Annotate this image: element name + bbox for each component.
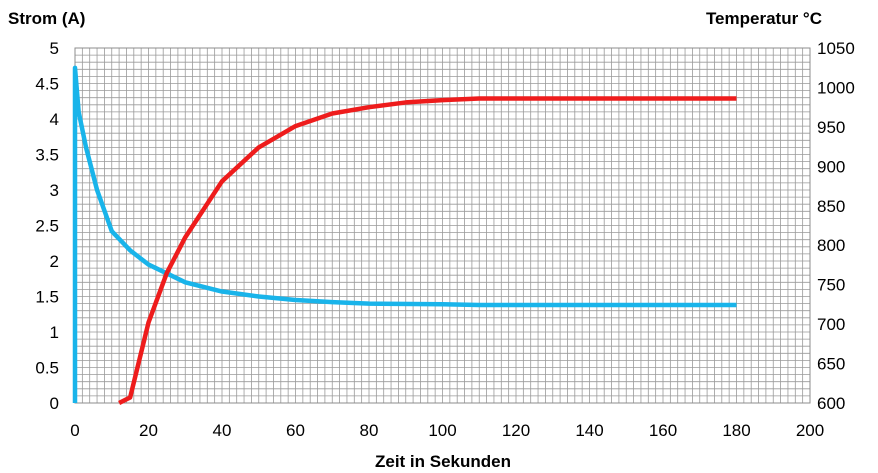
y-left-tick-label: 0 bbox=[50, 394, 59, 413]
y-left-tick-label: 3.5 bbox=[35, 146, 59, 165]
y-left-tick-label: 4 bbox=[50, 110, 59, 129]
y-right-tick-label: 700 bbox=[817, 315, 845, 334]
x-tick-label: 0 bbox=[70, 421, 79, 440]
x-tick-label: 160 bbox=[649, 421, 677, 440]
x-tick-label: 200 bbox=[796, 421, 824, 440]
y-left-axis-title: Strom (A) bbox=[8, 9, 85, 28]
y-left-tick-label: 0.5 bbox=[35, 359, 59, 378]
y-right-tick-label: 650 bbox=[817, 355, 845, 374]
x-tick-label: 40 bbox=[213, 421, 232, 440]
y-right-tick-label: 600 bbox=[817, 394, 845, 413]
x-tick-label: 120 bbox=[502, 421, 530, 440]
y-right-tick-label: 800 bbox=[817, 236, 845, 255]
x-tick-label: 140 bbox=[575, 421, 603, 440]
y-left-tick-label: 1.5 bbox=[35, 288, 59, 307]
x-tick-label: 60 bbox=[286, 421, 305, 440]
y-left-tick-label: 3 bbox=[50, 181, 59, 200]
y-right-tick-labels: 600 650 700 750 800 850 900 950 1000 1050 bbox=[817, 39, 855, 413]
x-axis-title: Zeit in Sekunden bbox=[375, 452, 511, 471]
y-right-tick-label: 1000 bbox=[817, 78, 855, 97]
y-left-tick-labels: 0 0.5 1 1.5 2 2.5 3 3.5 4 4.5 5 bbox=[35, 39, 59, 413]
y-right-tick-label: 950 bbox=[817, 118, 845, 137]
y-right-tick-label: 900 bbox=[817, 157, 845, 176]
x-tick-label: 20 bbox=[139, 421, 158, 440]
y-right-tick-label: 750 bbox=[817, 276, 845, 295]
temperature-series-line bbox=[118, 96, 737, 406]
x-tick-label: 80 bbox=[360, 421, 379, 440]
x-tick-label: 100 bbox=[428, 421, 456, 440]
current-series-line bbox=[72, 65, 737, 403]
y-right-tick-label: 850 bbox=[817, 197, 845, 216]
y-left-tick-label: 5 bbox=[50, 39, 59, 58]
y-right-axis-title: Temperatur °C bbox=[706, 9, 822, 28]
series-lines bbox=[72, 65, 737, 406]
y-left-tick-label: 4.5 bbox=[35, 75, 59, 94]
y-right-tick-label: 1050 bbox=[817, 39, 855, 58]
grid-lines bbox=[74, 47, 811, 404]
x-tick-label: 180 bbox=[722, 421, 750, 440]
y-left-tick-label: 2 bbox=[50, 252, 59, 271]
y-left-tick-label: 1 bbox=[50, 323, 59, 342]
y-left-tick-label: 2.5 bbox=[35, 217, 59, 236]
x-tick-labels: 0 20 40 60 80 100 120 140 160 180 200 bbox=[70, 421, 824, 440]
